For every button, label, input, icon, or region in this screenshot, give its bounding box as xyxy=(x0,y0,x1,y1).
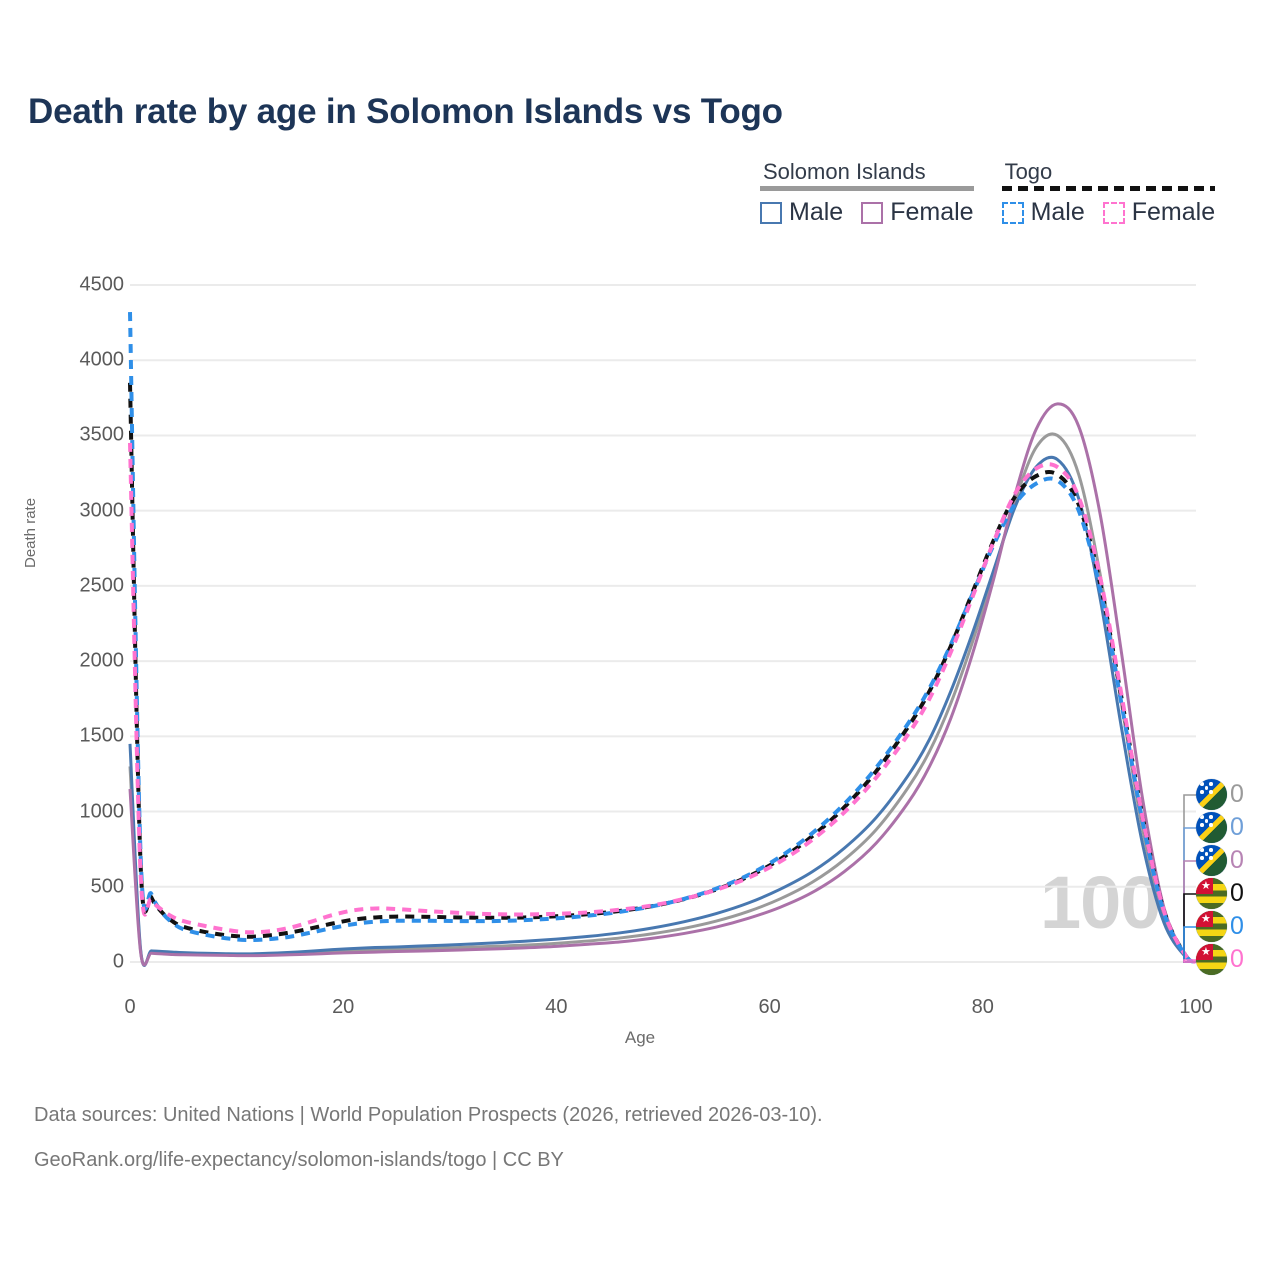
legend-rule-solid xyxy=(760,186,974,192)
x-axis-tick-label: 0 xyxy=(124,996,136,1018)
legend-item-solomon-female[interactable]: Female xyxy=(861,198,974,227)
y-axis-tick-label: 2500 xyxy=(79,574,125,597)
y-axis-tick-label: 4000 xyxy=(79,348,125,371)
series-line xyxy=(128,402,1197,967)
series-line xyxy=(128,455,1197,967)
togo-flag-icon: ★ xyxy=(1196,911,1227,942)
chart-legend: Solomon Islands Male Female Togo Male xyxy=(760,159,1216,227)
legend-item-label: Male xyxy=(789,198,844,227)
x-axis-tick-label: 20 xyxy=(332,996,355,1018)
y-axis-tick-label: 500 xyxy=(90,875,124,898)
legend-swatch-icon xyxy=(1001,201,1024,224)
end-label-value: 0 xyxy=(1230,912,1244,940)
solomon-islands-flag-icon xyxy=(1196,779,1227,810)
end-label-row: 0 xyxy=(1196,844,1244,877)
legend-group-solomon-islands: Solomon Islands Male Female xyxy=(760,160,974,227)
series-line xyxy=(128,312,1198,964)
footer-line-2: GeoRank.org/life-expectancy/solomon-isla… xyxy=(34,1149,564,1171)
x-axis-tick-label: 60 xyxy=(758,996,781,1018)
end-label-row: 0 xyxy=(1196,811,1244,844)
legend-group-title: Solomon Islands xyxy=(763,159,926,184)
end-label-connector xyxy=(1183,893,1196,963)
legend-item-label: Female xyxy=(1131,198,1216,227)
y-axis-tick-label: 0 xyxy=(112,950,124,973)
end-label-row: 0 xyxy=(1196,778,1244,811)
watermark-label: 100 xyxy=(1040,861,1161,944)
legend-item-label: Female xyxy=(890,198,974,227)
series-line xyxy=(128,442,1198,964)
page-title: Death rate by age in Solomon Islands vs … xyxy=(28,92,783,131)
end-label-value: 0 xyxy=(1230,879,1244,907)
y-axis-tick-label: 4500 xyxy=(79,273,125,296)
togo-flag-icon: ★ xyxy=(1196,878,1227,909)
end-label-row: ★ 0 xyxy=(1196,877,1244,910)
x-axis-tick-label: 100 xyxy=(1179,996,1213,1018)
legend-item-label: Male xyxy=(1030,198,1085,227)
legend-swatch-icon xyxy=(861,201,884,224)
legend-item-solomon-male[interactable]: Male xyxy=(760,198,843,227)
end-label-value: 0 xyxy=(1230,780,1244,808)
end-label-connector xyxy=(1183,959,1196,963)
y-axis-tick-label: 2000 xyxy=(79,649,125,672)
y-axis-tick-label: 1500 xyxy=(79,724,125,747)
series-line xyxy=(128,432,1197,967)
legend-swatch-icon xyxy=(760,201,782,224)
end-label-row: ★ 0 xyxy=(1196,943,1244,976)
end-label-row: ★ 0 xyxy=(1196,910,1244,943)
legend-swatch-icon xyxy=(1102,201,1125,224)
legend-group-togo: Togo Male Female xyxy=(1001,159,1216,227)
end-label-connector xyxy=(1183,794,1196,963)
x-axis-tick-label: 40 xyxy=(545,996,568,1018)
y-axis-ticks: 0 500 1000 1500 2000 2500 3000 3500 4000 4500 xyxy=(28,0,125,1280)
x-axis-title: Age xyxy=(624,1028,656,1047)
y-axis-tick-label: 3000 xyxy=(79,499,125,522)
series-end-labels: 0 0 0 ★ 0 ★ 0 ★ 0 xyxy=(1196,778,1244,976)
footer-line-1: Data sources: United Nations | World Pop… xyxy=(34,1104,823,1126)
legend-rule-dashed xyxy=(1001,186,1216,192)
end-label-connector xyxy=(1183,827,1196,963)
end-label-value: 0 xyxy=(1230,945,1244,973)
togo-flag-icon: ★ xyxy=(1196,944,1227,975)
end-label-value: 0 xyxy=(1230,846,1244,874)
legend-item-togo-female[interactable]: Female xyxy=(1102,198,1216,227)
solomon-islands-flag-icon xyxy=(1196,812,1227,843)
end-label-value: 0 xyxy=(1230,813,1244,841)
legend-group-title: Togo xyxy=(1004,159,1053,184)
y-axis-tick-label: 1000 xyxy=(79,800,125,823)
y-axis-tick-label: 3500 xyxy=(79,423,125,446)
end-label-connector xyxy=(1183,860,1196,963)
legend-item-togo-male[interactable]: Male xyxy=(1001,198,1085,227)
solomon-islands-flag-icon xyxy=(1196,845,1227,876)
x-axis-tick-label: 80 xyxy=(971,996,994,1018)
